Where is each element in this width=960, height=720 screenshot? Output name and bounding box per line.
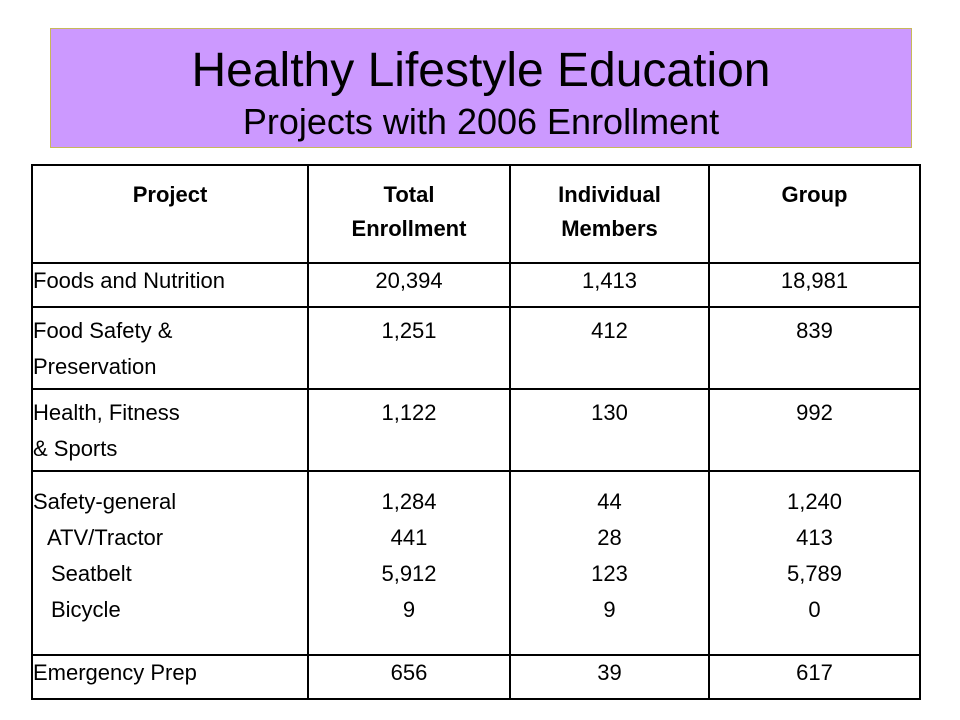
cell-total-enrollment: 20,394 [307,262,511,308]
cell-total-enrollment: 1,251 [307,306,511,390]
cell-individual-members: 1,413 [509,262,710,308]
column-header-project: Project [31,164,309,264]
cell-group: 1,240 413 5,789 0 [708,470,921,656]
page-title: Healthy Lifestyle Education [191,44,771,97]
cell-individual-members: 39 [509,654,710,700]
table-header-row: Project Total Enrollment Individual Memb… [31,164,921,264]
cell-total-enrollment: 1,122 [307,388,511,472]
cell-group: 617 [708,654,921,700]
enrollment-table: Project Total Enrollment Individual Memb… [31,164,921,700]
page-subtitle: Projects with 2006 Enrollment [242,101,720,142]
cell-total-enrollment: 656 [307,654,511,700]
cell-group: 18,981 [708,262,921,308]
table-row: Emergency Prep 656 39 617 [31,654,921,700]
cell-project: Health, Fitness & Sports [31,388,309,472]
cell-group: 839 [708,306,921,390]
column-header-total-enrollment: Total Enrollment [307,164,511,264]
cell-individual-members: 44 28 123 9 [509,470,710,656]
table-row: Foods and Nutrition 20,394 1,413 18,981 [31,262,921,308]
cell-project: Foods and Nutrition [31,262,309,308]
title-banner: Healthy Lifestyle Education Projects wit… [50,28,912,148]
table-row: Safety-general ATV/Tractor Seatbelt Bicy… [31,470,921,656]
cell-group: 992 [708,388,921,472]
cell-project: Emergency Prep [31,654,309,700]
cell-individual-members: 412 [509,306,710,390]
column-header-individual-members: Individual Members [509,164,710,264]
cell-project: Safety-general ATV/Tractor Seatbelt Bicy… [31,470,309,656]
cell-total-enrollment: 1,284 441 5,912 9 [307,470,511,656]
table-row: Health, Fitness & Sports 1,122 130 992 [31,388,921,472]
table-row: Food Safety & Preservation 1,251 412 839 [31,306,921,390]
cell-individual-members: 130 [509,388,710,472]
column-header-group: Group [708,164,921,264]
cell-project: Food Safety & Preservation [31,306,309,390]
